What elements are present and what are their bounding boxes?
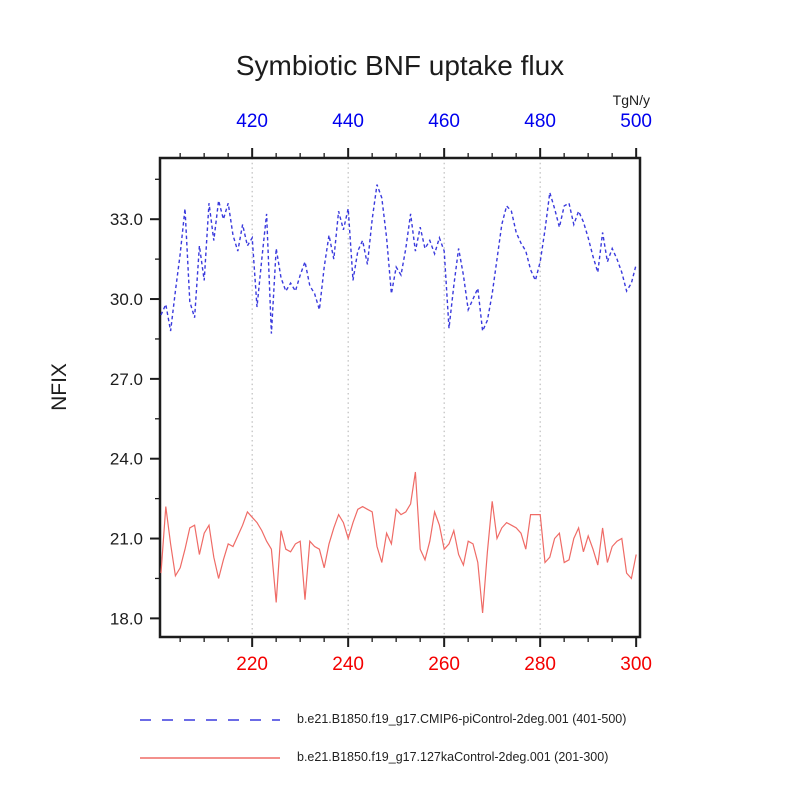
y-tick-label: 27.0 [110, 370, 143, 389]
legend-label-127kacontrol: b.e21.B1850.f19_g17.127kaControl-2deg.00… [297, 750, 609, 764]
x-axis-ticks: 220 420 240 440 260 460 280 480 300 500 [179, 111, 652, 675]
gridlines [251, 158, 541, 637]
y-axis-ticks: 18.0 21.0 24.0 27.0 30.0 33.0 [110, 178, 160, 628]
y-tick-label: 18.0 [110, 609, 143, 628]
y-tick-label: 21.0 [110, 530, 143, 549]
y-tick-label: 30.0 [110, 290, 143, 309]
plot-border [158, 156, 642, 639]
top-tick-label: 440 [332, 111, 364, 132]
bottom-tick-label: 300 [620, 654, 652, 675]
top-axis-unit-label: TgN/y [612, 92, 650, 108]
series-line-1 [160, 471, 637, 614]
legend-item-127kacontrol: b.e21.B1850.f19_g17.127kaControl-2deg.00… [140, 749, 700, 767]
y-tick-label: 24.0 [110, 450, 143, 469]
chart-title: Symbiotic BNF uptake flux [235, 50, 565, 81]
y-tick-label: 33.0 [110, 210, 143, 229]
top-tick-label: 500 [620, 111, 652, 132]
bottom-tick-label: 220 [236, 654, 268, 675]
bottom-tick-label: 260 [428, 654, 460, 675]
legend-solid-line-sample [140, 757, 280, 759]
top-tick-label: 460 [428, 111, 460, 132]
legend-item-picontrol: b.e21.B1850.f19_g17.CMIP6-piControl-2deg… [140, 711, 700, 729]
bottom-tick-label: 280 [524, 654, 556, 675]
bottom-tick-label: 240 [332, 654, 364, 675]
legend-label-picontrol: b.e21.B1850.f19_g17.CMIP6-piControl-2deg… [297, 712, 627, 726]
legend-dashed-line-sample [140, 719, 280, 721]
series-line-0 [160, 184, 637, 334]
top-tick-label: 420 [236, 111, 268, 132]
top-tick-label: 480 [524, 111, 556, 132]
